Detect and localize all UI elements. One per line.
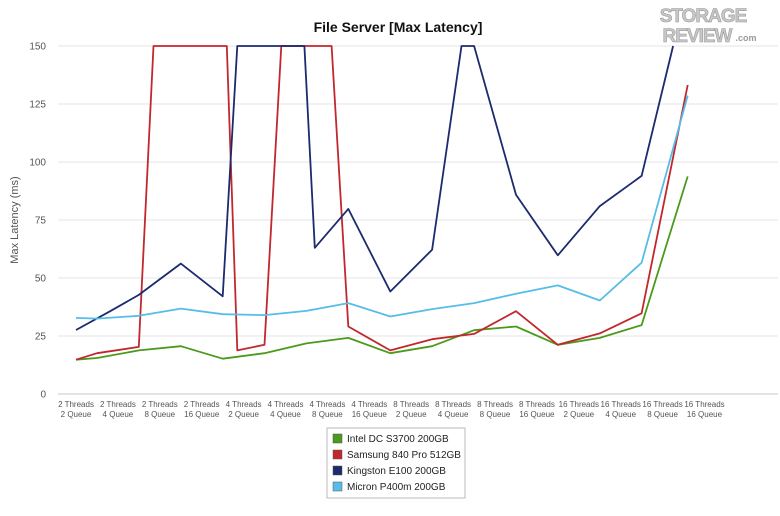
x-tick-label: 4 Queue bbox=[270, 410, 301, 419]
x-tick-label: 2 Threads bbox=[58, 400, 94, 409]
x-tick-label: 4 Queue bbox=[103, 410, 134, 419]
x-tick-label: 2 Queue bbox=[563, 410, 594, 419]
y-axis-label: Max Latency (ms) bbox=[9, 176, 21, 263]
y-tick-label: 75 bbox=[35, 216, 47, 227]
x-tick-label: 8 Threads bbox=[393, 400, 429, 409]
legend: Intel DC S3700 200GB Samsung 840 Pro 512G… bbox=[326, 427, 466, 499]
x-tick-label: 16 Threads bbox=[642, 400, 682, 409]
x-tick-label: 8 Threads bbox=[519, 400, 555, 409]
series-line bbox=[75, 45, 674, 331]
x-tick-label: 8 Queue bbox=[480, 410, 511, 419]
legend-box bbox=[326, 427, 466, 499]
x-tick-label: 2 Queue bbox=[228, 410, 259, 419]
x-tick-label: 16 Queue bbox=[352, 410, 388, 419]
series-line bbox=[75, 45, 689, 361]
x-tick-label: 2 Queue bbox=[396, 410, 427, 419]
legend-label: Kingston E100 200GB bbox=[347, 466, 446, 477]
logo-line2: REVIEW bbox=[663, 26, 733, 47]
x-tick-label: 4 Queue bbox=[605, 410, 636, 419]
legend-label: Micron P400m 200GB bbox=[347, 482, 446, 493]
y-tick-label: 125 bbox=[29, 100, 46, 111]
y-tick-label: 100 bbox=[29, 158, 46, 169]
x-tick-label: 8 Threads bbox=[435, 400, 471, 409]
y-tick-label: 50 bbox=[35, 274, 47, 285]
logo-line1: STORAGE bbox=[660, 6, 747, 27]
y-axis-ticks: 0 25 50 75 100 125 150 bbox=[29, 42, 46, 401]
chart-title: File Server [Max Latency] bbox=[314, 19, 483, 35]
x-tick-label: 8 Queue bbox=[647, 410, 678, 419]
legend-swatch bbox=[332, 465, 343, 476]
x-tick-label: 16 Threads bbox=[559, 400, 599, 409]
x-tick-label: 8 Queue bbox=[312, 410, 343, 419]
x-tick-label: 16 Threads bbox=[684, 400, 724, 409]
x-tick-label: 16 Queue bbox=[687, 410, 723, 419]
x-tick-label: 4 Threads bbox=[351, 400, 387, 409]
series-line bbox=[75, 95, 689, 320]
x-tick-label: 8 Queue bbox=[144, 410, 175, 419]
x-tick-label: 16 Queue bbox=[184, 410, 220, 419]
storagereview-logo: STORAGE REVIEW .com bbox=[659, 6, 756, 48]
x-tick-label: 2 Queue bbox=[61, 410, 92, 419]
x-tick-label: 8 Threads bbox=[477, 400, 513, 409]
y-tick-label: 25 bbox=[35, 332, 47, 343]
legend-label: Intel DC S3700 200GB bbox=[347, 434, 449, 445]
x-tick-label: 2 Threads bbox=[100, 400, 136, 409]
x-tick-label: 16 Threads bbox=[601, 400, 641, 409]
legend-swatch bbox=[332, 433, 343, 444]
series-line bbox=[75, 176, 689, 361]
legend-swatch bbox=[332, 449, 343, 460]
x-tick-label: 4 Threads bbox=[268, 400, 304, 409]
legend-swatch bbox=[332, 481, 343, 492]
y-tick-label: 150 bbox=[29, 42, 46, 53]
x-tick-label: 4 Threads bbox=[226, 400, 262, 409]
logo-suffix: .com bbox=[735, 33, 756, 43]
x-tick-label: 2 Threads bbox=[184, 400, 220, 409]
legend-label: Samsung 840 Pro 512GB bbox=[347, 450, 461, 461]
x-tick-label: 16 Queue bbox=[519, 410, 555, 419]
x-tick-label: 2 Threads bbox=[142, 400, 178, 409]
series-lines bbox=[75, 45, 689, 361]
y-tick-label: 0 bbox=[40, 390, 46, 401]
x-tick-label: 4 Queue bbox=[438, 410, 469, 419]
gridlines bbox=[58, 45, 778, 395]
x-tick-label: 4 Threads bbox=[309, 400, 345, 409]
